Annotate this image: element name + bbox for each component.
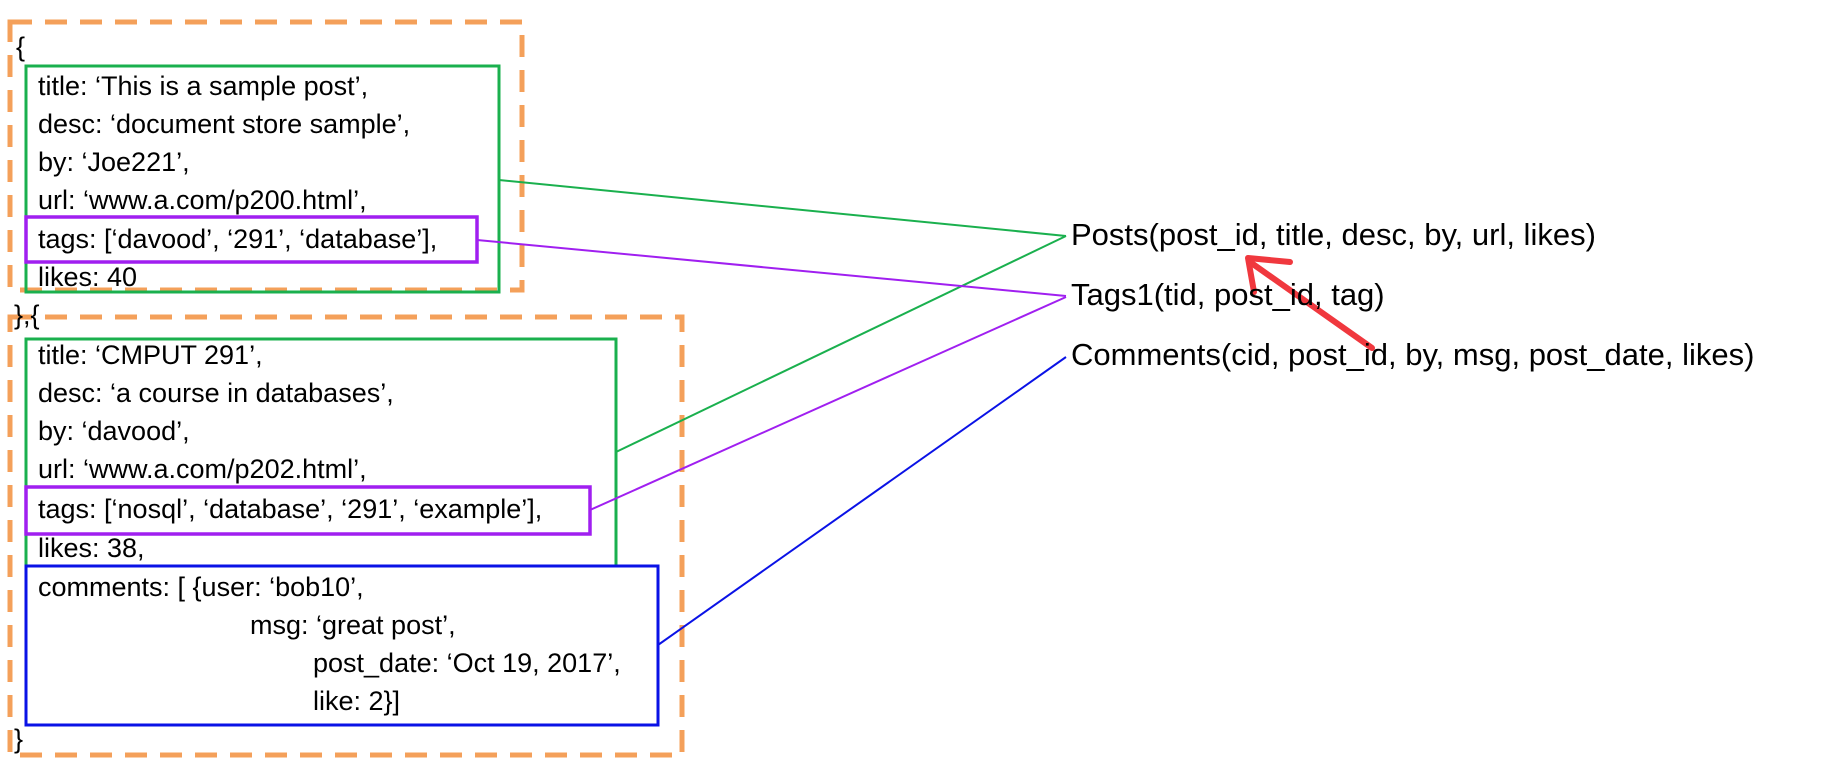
document1-likes: likes: 40 [38, 262, 137, 292]
document2-fields-to-posts-line [615, 235, 1067, 453]
document2-title: title: ‘CMPUT 291’, [38, 340, 263, 370]
tags1-table-schema: Tags1(tid, post_id, tag) [1071, 277, 1385, 312]
document2-box [7, 314, 685, 758]
document-separator: },{ [14, 300, 40, 330]
document2-by: by: ‘davood’, [38, 416, 190, 446]
document1-desc: desc: ‘document store sample’, [38, 109, 410, 139]
document2-tags-box [24, 485, 592, 536]
document1-box [7, 19, 525, 293]
document1-fields-box [24, 64, 501, 294]
document1-url: url: ‘www.a.com/p200.html’, [38, 185, 367, 215]
document2-comments-line4: like: 2}] [313, 686, 400, 716]
document2-comments-line1: comments: [ {user: ‘bob10’, [38, 572, 364, 602]
document2-comments-line2: msg: ‘great post’, [250, 610, 456, 640]
document2-likes: likes: 38, [38, 533, 145, 563]
document1-tags-to-tags1-line [476, 239, 1067, 297]
document2-desc: desc: ‘a course in databases’, [38, 378, 394, 408]
foreign-key-arrow-head [1245, 255, 1293, 295]
document1-open-brace: { [16, 32, 25, 62]
document1-title: title: ‘This is a sample post’, [38, 71, 368, 101]
document1-tags: tags: [‘davood’, ‘291’, ‘database’], [38, 224, 437, 254]
document1-by: by: ‘Joe221’, [38, 147, 190, 177]
document2-fields-box [24, 337, 618, 568]
document1-tags-box [24, 215, 479, 264]
document1-fields-to-posts-line [498, 179, 1067, 237]
document2-comments-line3: post_date: ‘Oct 19, 2017’, [313, 648, 621, 678]
document2-close-brace: } [14, 724, 23, 754]
comments-table-schema: Comments(cid, post_id, by, msg, post_dat… [1071, 337, 1754, 372]
document2-tags: tags: [‘nosql’, ‘database’, ‘291’, ‘exam… [38, 494, 542, 524]
document2-tags-to-tags1-line [589, 296, 1067, 511]
document2-url: url: ‘www.a.com/p202.html’, [38, 454, 367, 484]
document2-comments-box [24, 564, 660, 727]
comments-to-comments-table-line [657, 356, 1067, 646]
foreign-key-arrow [1247, 259, 1375, 351]
posts-table-schema: Posts(post_id, title, desc, by, url, lik… [1071, 217, 1596, 252]
